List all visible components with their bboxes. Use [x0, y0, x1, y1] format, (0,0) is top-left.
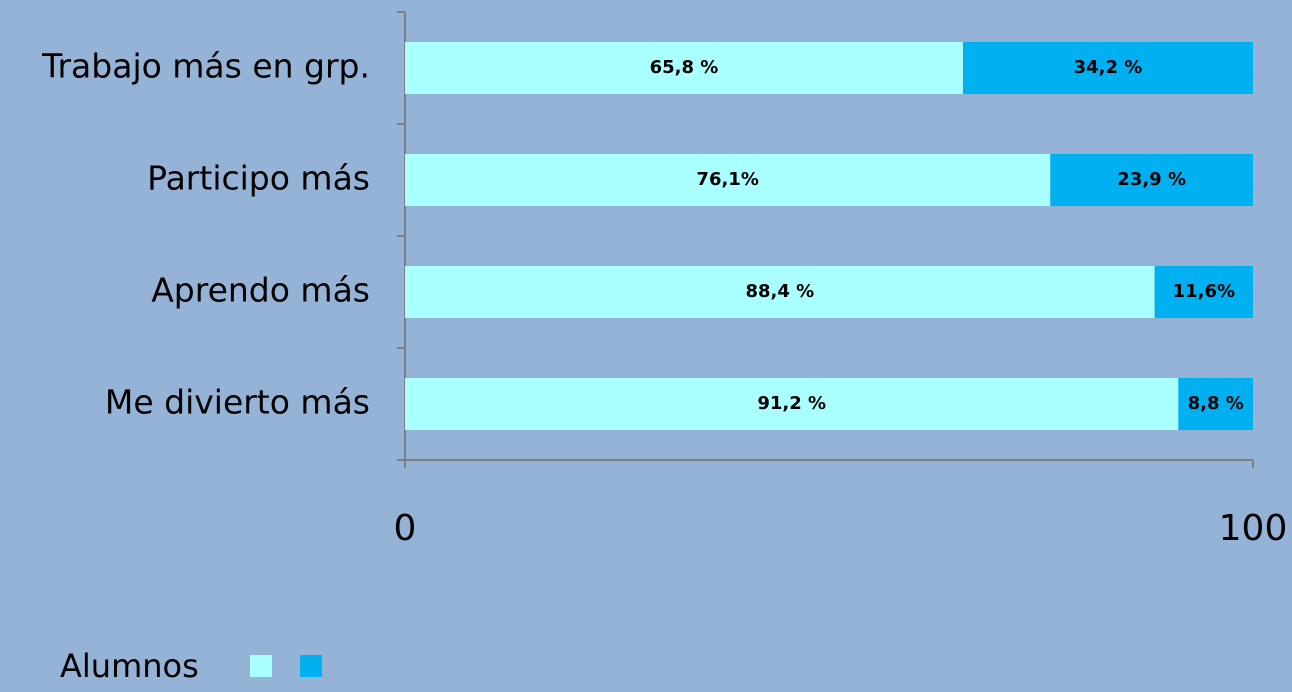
bar-segment [1178, 378, 1253, 430]
bar-segment [405, 378, 1179, 430]
bar-segment [1154, 266, 1253, 318]
data-label: 88,4 % [745, 281, 814, 302]
bar-segment [405, 154, 1051, 206]
data-label: 23,9 % [1117, 169, 1186, 190]
category-label: Trabajo más en grp. [41, 47, 370, 86]
data-label: 76,1% [696, 169, 758, 190]
legend-swatch [300, 655, 322, 677]
bar-segment [405, 42, 963, 94]
data-label: 8,8 % [1188, 393, 1244, 414]
data-label: 65,8 % [650, 57, 719, 78]
bar-segment [962, 42, 1253, 94]
x-tick-label: 100 [1219, 508, 1288, 549]
data-label: 11,6% [1173, 281, 1235, 302]
data-label: 34,2 % [1074, 57, 1143, 78]
legend-swatch [250, 655, 272, 677]
category-label: Me divierto más [105, 383, 370, 422]
category-label: Participo más [147, 159, 370, 198]
bar-segment [1050, 154, 1253, 206]
x-tick-label: 0 [394, 508, 417, 549]
data-label: 91,2 % [757, 393, 826, 414]
bar-segment [405, 266, 1155, 318]
category-label: Aprendo más [151, 271, 370, 310]
legend-title: Alumnos [60, 647, 199, 685]
